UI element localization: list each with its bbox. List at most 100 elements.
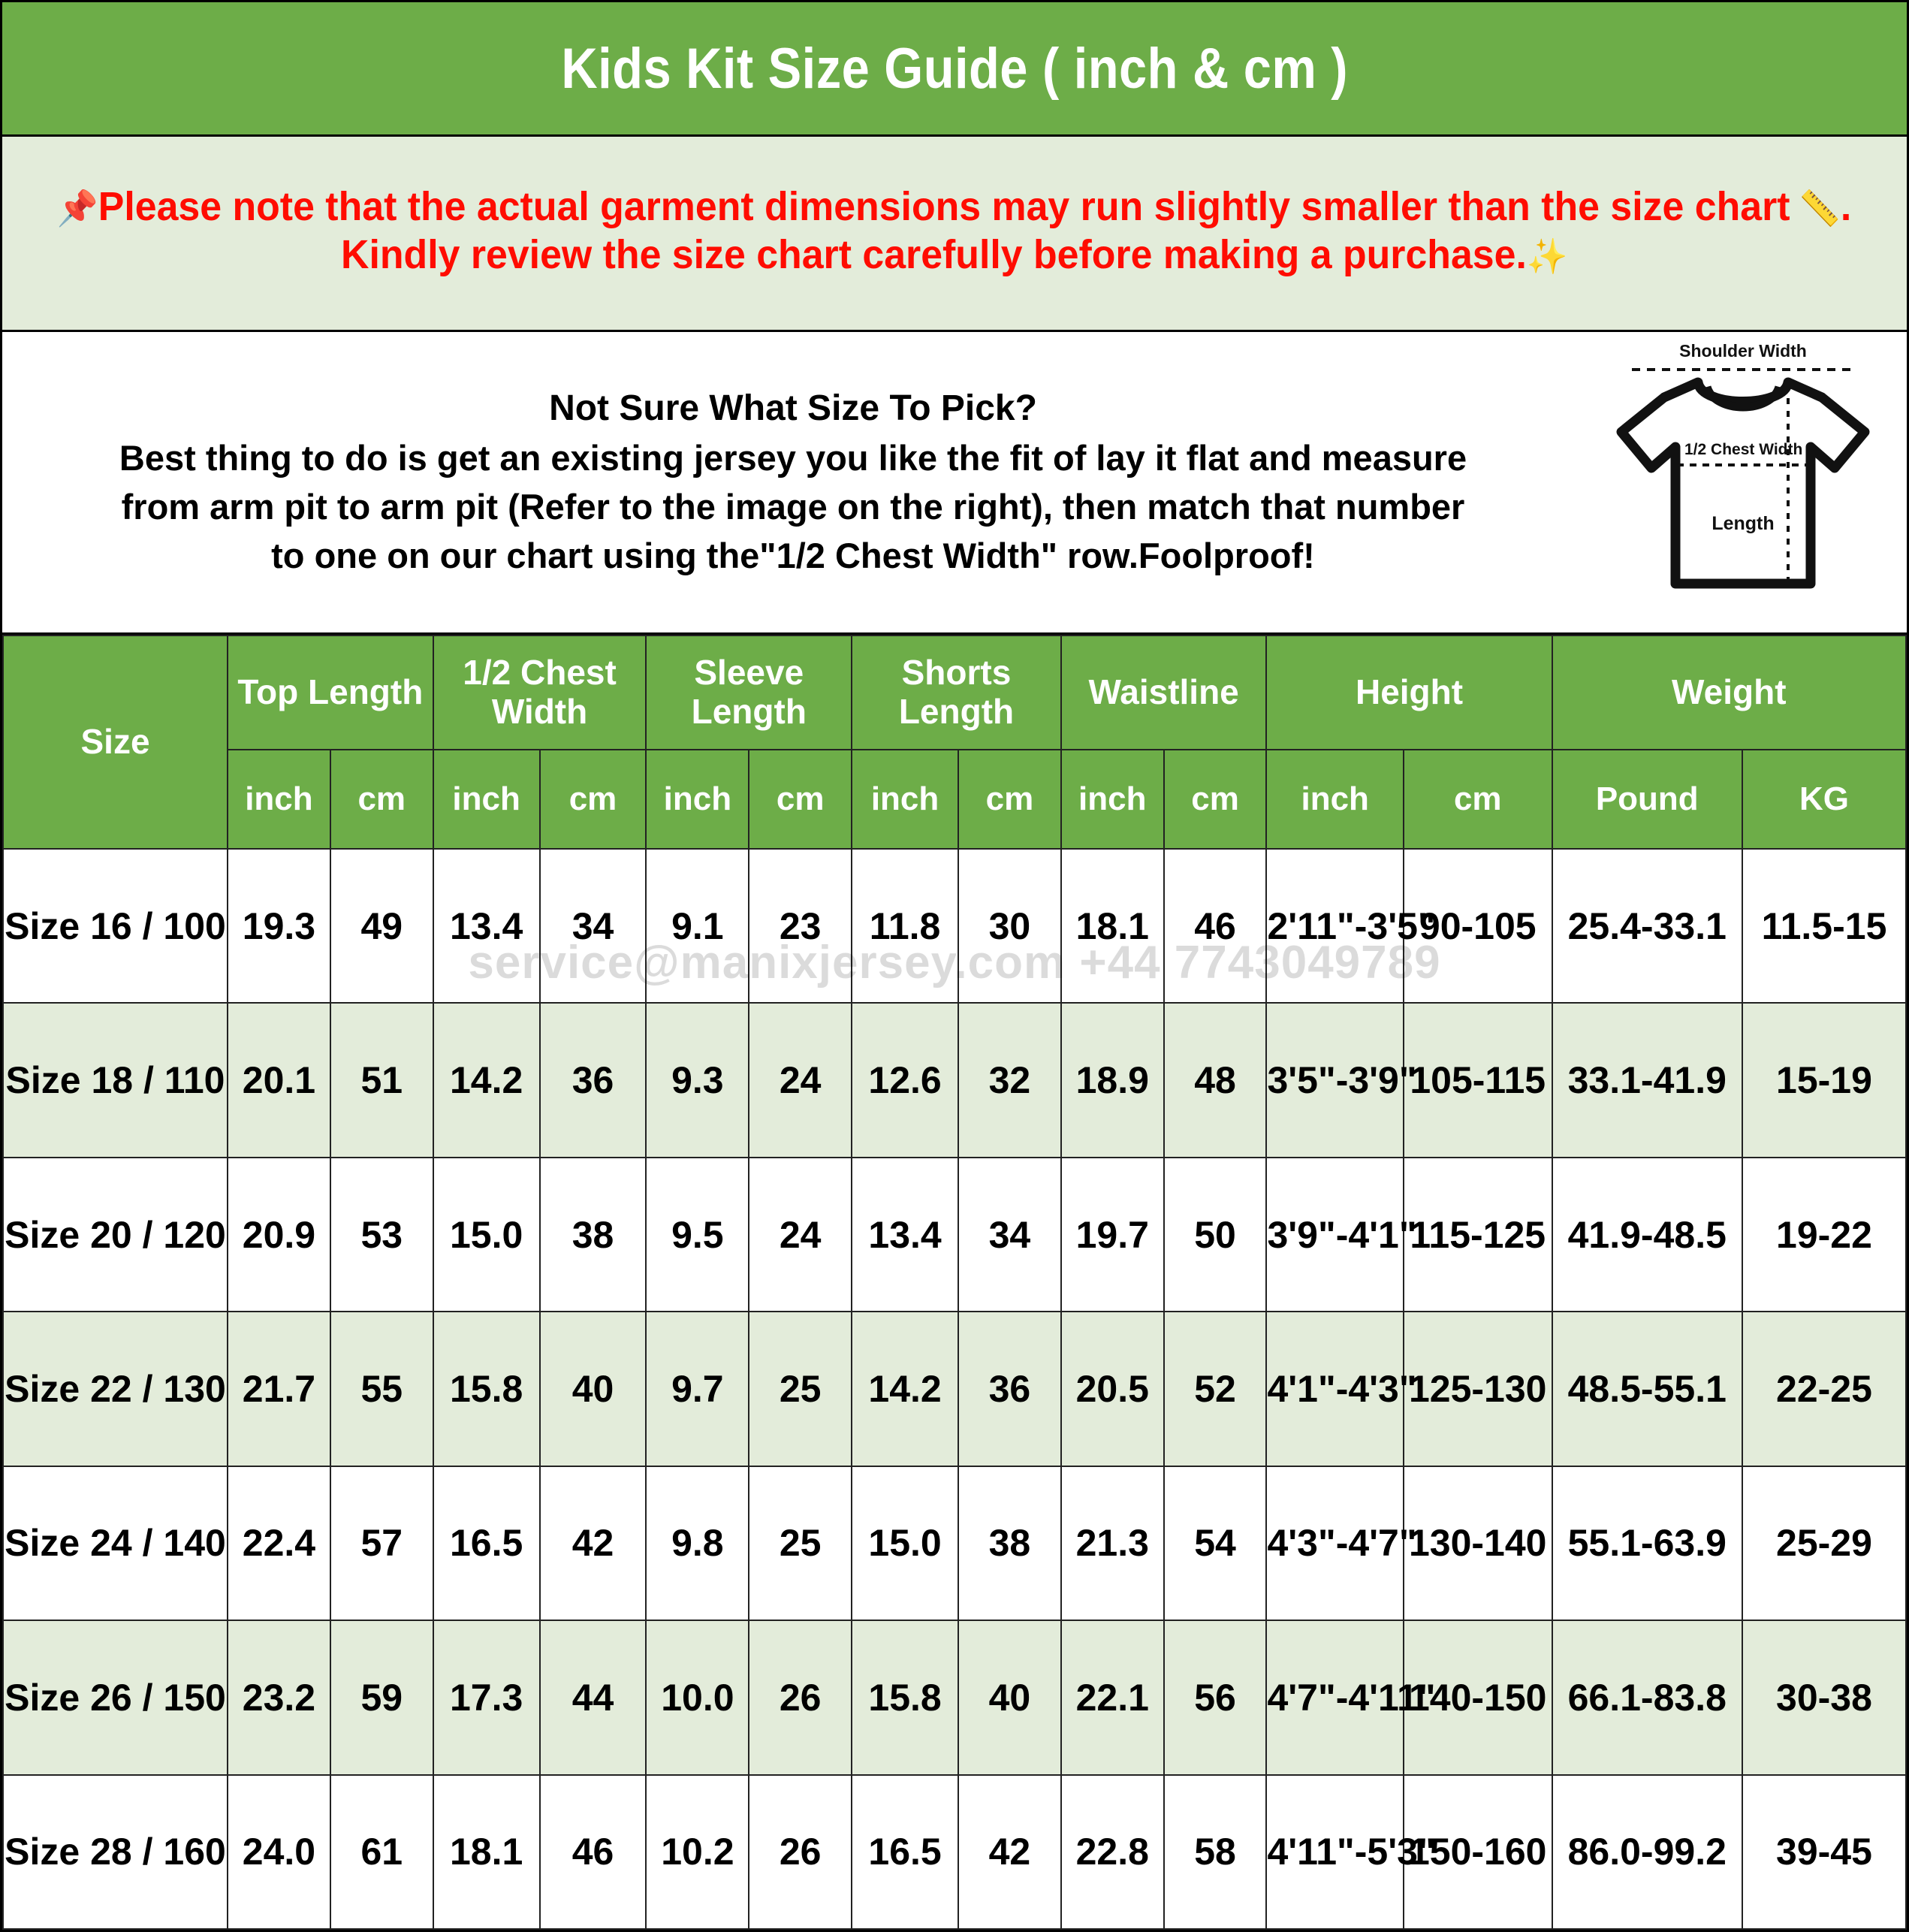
cell-value: 55 — [329, 1311, 434, 1467]
cell-value: 4'1"-4'3" — [1265, 1311, 1417, 1467]
cell-value: 56 — [1163, 1620, 1268, 1776]
cell-value: 19.3 — [227, 847, 331, 1004]
cell-value: 115-125 — [1402, 1156, 1553, 1313]
col-header-half-chest-width: 1/2 Chest Width — [432, 635, 647, 750]
help-line-2: from arm pit to arm pit (Refer to the im… — [121, 486, 1465, 527]
cell-value: 9.5 — [645, 1156, 750, 1313]
pushpin-icon: 📌 — [57, 188, 99, 228]
tshirt-measure-diagram: Shoulder Width 1/2 Chest Width Length — [1591, 332, 1907, 632]
cell-value: 34 — [958, 1156, 1062, 1313]
unit-sleeve-inch: inch — [645, 749, 750, 850]
unit-waistline-inch: inch — [1060, 749, 1165, 850]
cell-value: 58 — [1163, 1774, 1268, 1930]
size-table: Size Top Length 1/2 Chest Width Sleeve L… — [2, 635, 1907, 1930]
col-header-weight: Weight — [1551, 635, 1907, 750]
cell-value: 125-130 — [1402, 1311, 1553, 1467]
cell-value: 13.4 — [851, 1156, 959, 1313]
notice-band: 📌Please note that the actual garment dim… — [2, 137, 1907, 332]
unit-shorts-inch: inch — [851, 749, 959, 850]
table-body: Size 16 / 100 19.3 49 13.4 34 9.1 23 11.8 30 18.1… — [2, 847, 1907, 1930]
cell-value: 130-140 — [1402, 1465, 1553, 1622]
unit-weight-kg: KG — [1741, 749, 1907, 850]
tshirt-outline — [1616, 377, 1870, 589]
help-title: Not Sure What Size To Pick? — [549, 388, 1037, 428]
cell-value: 10.2 — [645, 1774, 750, 1930]
cell-value: 53 — [329, 1156, 434, 1313]
cell-value: 42 — [538, 1465, 647, 1622]
table-units-row: inch cm inch cm inch cm inch cm inch cm … — [3, 749, 1907, 850]
help-line-3: to one on our chart using the"1/2 Chest … — [271, 535, 1315, 575]
cell-value: 41.9-48.5 — [1551, 1156, 1743, 1313]
cell-value: 36 — [958, 1311, 1062, 1467]
cell-size: Size 20 / 120 — [2, 1156, 229, 1313]
cell-value: 50 — [1163, 1156, 1268, 1313]
col-header-waistline: Waistline — [1060, 635, 1268, 750]
unit-height-cm: cm — [1402, 749, 1553, 850]
cell-value: 3'9"-4'1" — [1265, 1156, 1417, 1313]
cell-value: 30 — [958, 847, 1062, 1004]
cell-value: 48.5-55.1 — [1551, 1311, 1743, 1467]
unit-chest-cm: cm — [538, 749, 647, 850]
cell-value: 25 — [748, 1465, 853, 1622]
cell-value: 57 — [329, 1465, 434, 1622]
cell-value: 4'7"-4'11" — [1265, 1620, 1436, 1776]
cell-value: 16.5 — [851, 1774, 959, 1930]
cell-value: 9.3 — [645, 1002, 750, 1158]
cell-value: 18.1 — [1060, 847, 1165, 1004]
cell-value: 86.0-99.2 — [1551, 1774, 1743, 1930]
cell-value: 25-29 — [1741, 1465, 1907, 1622]
cell-value: 32 — [958, 1002, 1062, 1158]
cell-value: 150-160 — [1402, 1774, 1553, 1930]
cell-value: 25 — [748, 1311, 853, 1467]
cell-value: 14.2 — [432, 1002, 541, 1158]
notice-line-2: Kindly review the size chart carefully b… — [341, 231, 1568, 279]
cell-value: 20.1 — [227, 1002, 331, 1158]
notice-line-2-text: Kindly review the size chart carefully b… — [341, 231, 1527, 277]
cell-value: 22.8 — [1060, 1774, 1165, 1930]
cell-value: 15.0 — [851, 1465, 959, 1622]
unit-top-length-inch: inch — [227, 749, 331, 850]
col-header-shorts-length: Shorts Length — [851, 635, 1062, 750]
cell-value: 4'3"-4'7" — [1265, 1465, 1417, 1622]
cell-value: 46 — [538, 1774, 647, 1930]
cell-size: Size 18 / 110 — [2, 1002, 229, 1158]
cell-value: 24 — [748, 1156, 853, 1313]
cell-value: 18.9 — [1060, 1002, 1165, 1158]
unit-shorts-cm: cm — [958, 749, 1062, 850]
cell-value: 30-38 — [1741, 1620, 1907, 1776]
cell-value: 36 — [538, 1002, 647, 1158]
cell-value: 21.3 — [1060, 1465, 1165, 1622]
cell-value: 51 — [329, 1002, 434, 1158]
col-header-sleeve-length: Sleeve Length — [645, 635, 853, 750]
tshirt-collar — [1702, 385, 1784, 412]
cell-value: 19.7 — [1060, 1156, 1165, 1313]
cell-value: 3'5"-3'9" — [1265, 1002, 1417, 1158]
cell-value: 22-25 — [1741, 1311, 1907, 1467]
cell-value: 52 — [1163, 1311, 1268, 1467]
help-band: Not Sure What Size To Pick? Best thing t… — [2, 332, 1907, 635]
cell-value: 22.1 — [1060, 1620, 1165, 1776]
cell-value: 23 — [748, 847, 853, 1004]
notice-line-1-tail: . — [1841, 183, 1852, 229]
cell-value: 9.1 — [645, 847, 750, 1004]
cell-value: 66.1-83.8 — [1551, 1620, 1743, 1776]
cell-value: 4'11"-5'3" — [1265, 1774, 1436, 1930]
length-label: Length — [1711, 513, 1774, 534]
page-title: Kids Kit Size Guide ( inch & cm ) — [561, 36, 1348, 101]
cell-value: 38 — [538, 1156, 647, 1313]
table-row: Size 16 / 100 19.3 49 13.4 34 9.1 23 11.8 30 18.1… — [2, 847, 1907, 1004]
cell-value: 26 — [748, 1620, 853, 1776]
cell-value: 46 — [1163, 847, 1268, 1004]
table-row: Size 28 / 160 24.0 61 18.1 46 10.2 26 16.5 42 22.… — [2, 1774, 1907, 1930]
table-row: Size 20 / 120 20.9 53 15.0 38 9.5 24 13.4 34 19.7… — [2, 1156, 1907, 1313]
cell-value: 14.2 — [851, 1311, 959, 1467]
cell-value: 19-22 — [1741, 1156, 1907, 1313]
cell-value: 24 — [748, 1002, 853, 1158]
cell-value: 49 — [329, 847, 434, 1004]
shoulder-width-label: Shoulder Width — [1679, 341, 1807, 361]
unit-top-length-cm: cm — [329, 749, 434, 850]
cell-value: 33.1-41.9 — [1551, 1002, 1743, 1158]
table-row: Size 26 / 150 23.2 59 17.3 44 10.0 26 15.8 40 22.… — [2, 1620, 1907, 1776]
unit-chest-inch: inch — [432, 749, 541, 850]
